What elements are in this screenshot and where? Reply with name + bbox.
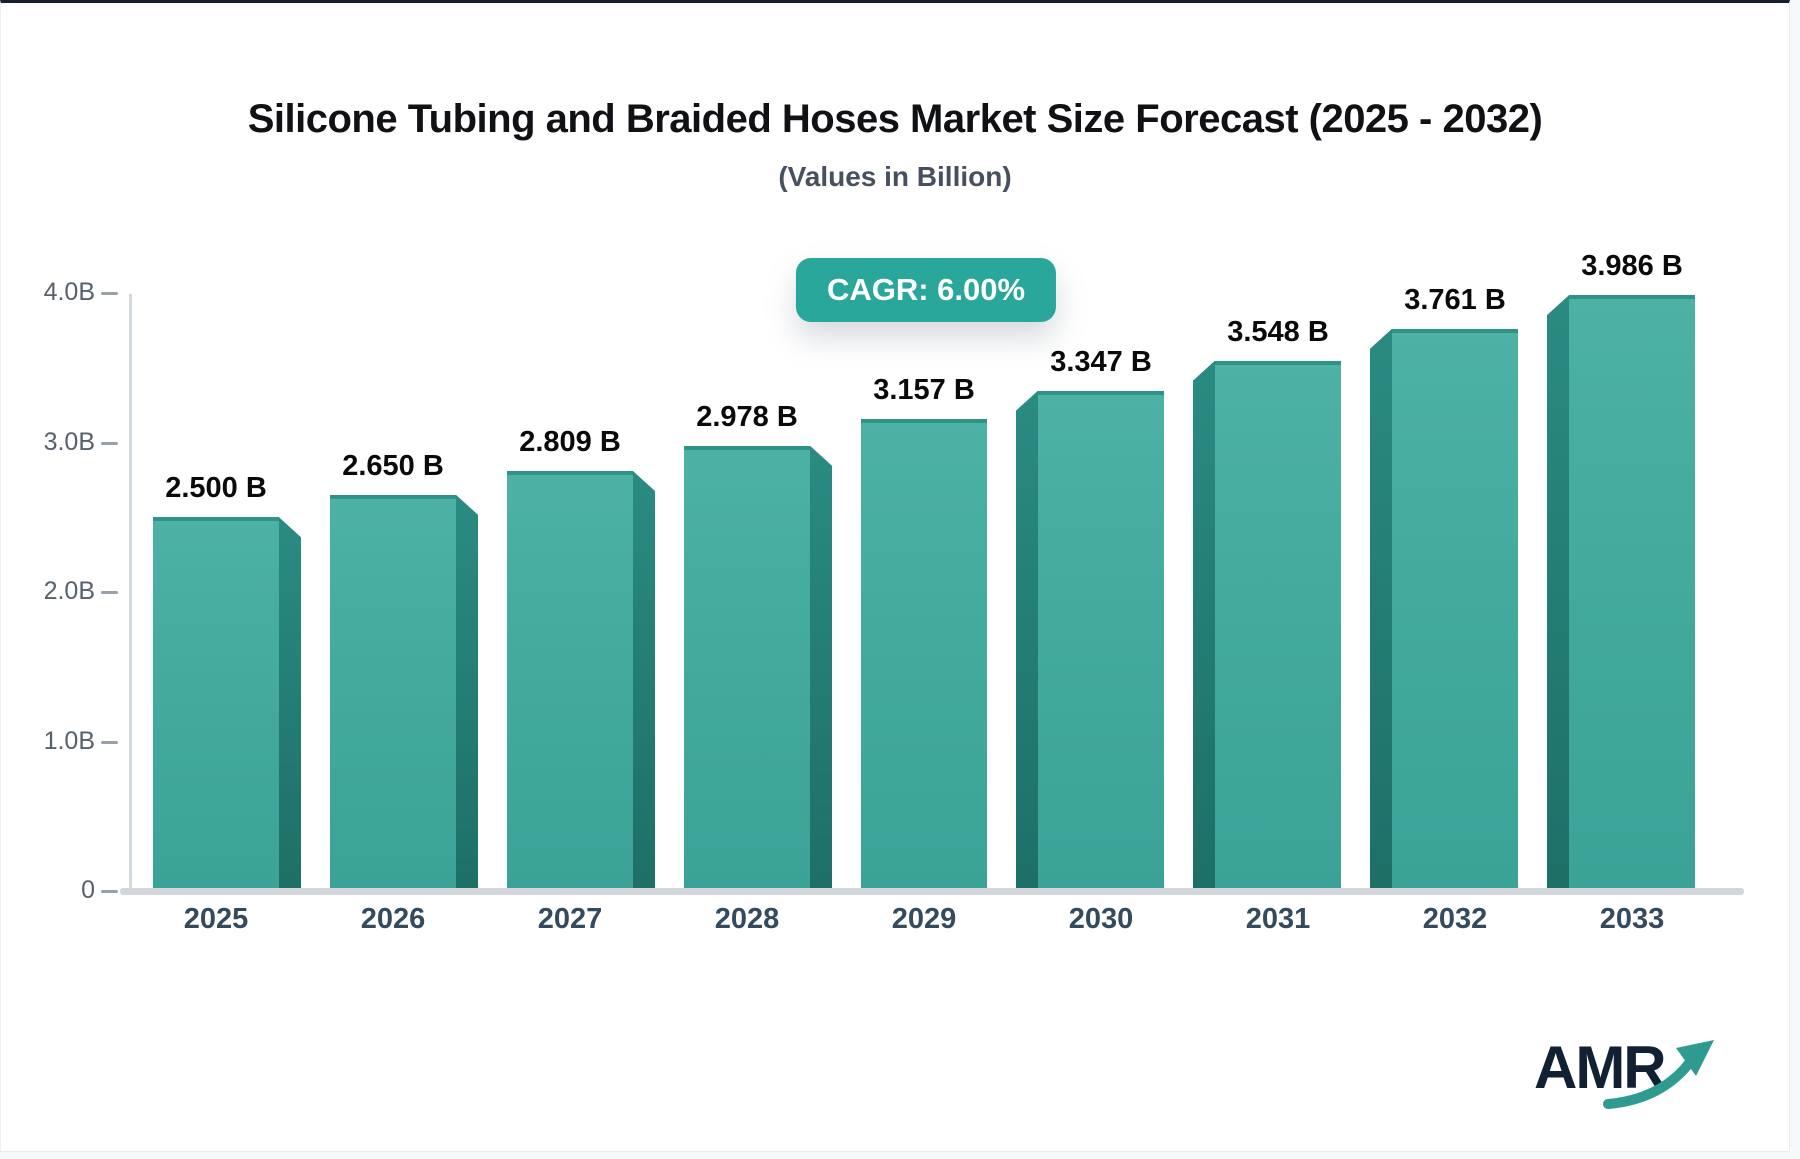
x-axis-label-2031: 2031 bbox=[1245, 903, 1311, 935]
bar-2031 bbox=[1215, 360, 1341, 895]
bar-value-label-2027: 2.809 B bbox=[519, 426, 621, 459]
y-axis-line bbox=[129, 294, 132, 891]
x-axis-baseline bbox=[120, 888, 1744, 895]
amr-logo: AMR bbox=[1534, 1033, 1724, 1113]
bar-2026 bbox=[330, 494, 456, 895]
x-axis-label-2028: 2028 bbox=[714, 903, 780, 935]
bar-2032 bbox=[1392, 328, 1518, 895]
bar-value-label-2028: 2.978 B bbox=[696, 400, 798, 433]
bar-3d-side-2031 bbox=[1193, 360, 1215, 895]
x-axis-label-2029: 2029 bbox=[891, 903, 957, 935]
bar-2029 bbox=[861, 419, 987, 895]
bar-2025 bbox=[153, 517, 279, 895]
bar-2027 bbox=[507, 471, 633, 895]
y-tick-label-4.0B: 4.0B bbox=[43, 278, 95, 306]
bar-3d-side-2030 bbox=[1016, 390, 1038, 895]
x-axis-label-2026: 2026 bbox=[360, 903, 426, 935]
chart-title: Silicone Tubing and Braided Hoses Market… bbox=[247, 97, 1543, 141]
bar-value-label-2025: 2.500 B bbox=[165, 472, 267, 505]
y-tick-dash bbox=[101, 591, 118, 594]
x-axis-label-2030: 2030 bbox=[1068, 903, 1134, 935]
bar-3d-side-2027 bbox=[633, 471, 655, 895]
y-tick-label-0: 0 bbox=[81, 876, 95, 904]
cagr-badge: CAGR: 6.00% bbox=[795, 258, 1057, 322]
bar-2033 bbox=[1569, 295, 1695, 895]
y-tick-dash bbox=[101, 441, 118, 445]
bar-3d-side-2033 bbox=[1547, 295, 1569, 895]
bar-3d-side-2026 bbox=[456, 494, 478, 895]
bar-2030 bbox=[1038, 390, 1164, 895]
x-axis-label-2032: 2032 bbox=[1422, 903, 1488, 935]
y-tick-label-1.0B: 1.0B bbox=[43, 726, 95, 755]
y-tick-label-3.0B: 3.0B bbox=[43, 427, 95, 456]
x-axis-label-2027: 2027 bbox=[537, 903, 603, 935]
bar-value-label-2033: 3.986 B bbox=[1581, 250, 1683, 283]
growth-arrow-icon bbox=[1603, 1040, 1714, 1109]
bar-value-label-2026: 2.650 B bbox=[342, 449, 444, 482]
y-tick-dash bbox=[101, 890, 118, 893]
bar-value-label-2032: 3.761 B bbox=[1404, 283, 1506, 316]
y-tick-dash bbox=[101, 292, 118, 295]
bar-value-label-2031: 3.548 B bbox=[1227, 315, 1329, 348]
bar-chart-plot-area: 0 1.0B 2.0B 3.0B 4.0B 2.500 B 2.650 B 2.809 B 2… bbox=[1, 3, 1800, 1159]
y-tick-dash bbox=[101, 740, 118, 744]
chart-subtitle: (Values in Billion) bbox=[778, 161, 1012, 192]
x-axis-label-2033: 2033 bbox=[1599, 903, 1665, 935]
y-tick-label-2.0B: 2.0B bbox=[43, 577, 95, 605]
bar-3d-side-2028 bbox=[810, 445, 832, 895]
amr-logo-text: AMR bbox=[1534, 1034, 1667, 1101]
x-axis-label-2025: 2025 bbox=[183, 903, 249, 935]
bar-value-label-2029: 3.157 B bbox=[873, 374, 975, 407]
bar-3d-side-2025 bbox=[279, 517, 301, 895]
bar-2028 bbox=[684, 445, 810, 895]
bar-value-label-2030: 3.347 B bbox=[1050, 345, 1152, 378]
bar-3d-side-2032 bbox=[1370, 328, 1392, 895]
